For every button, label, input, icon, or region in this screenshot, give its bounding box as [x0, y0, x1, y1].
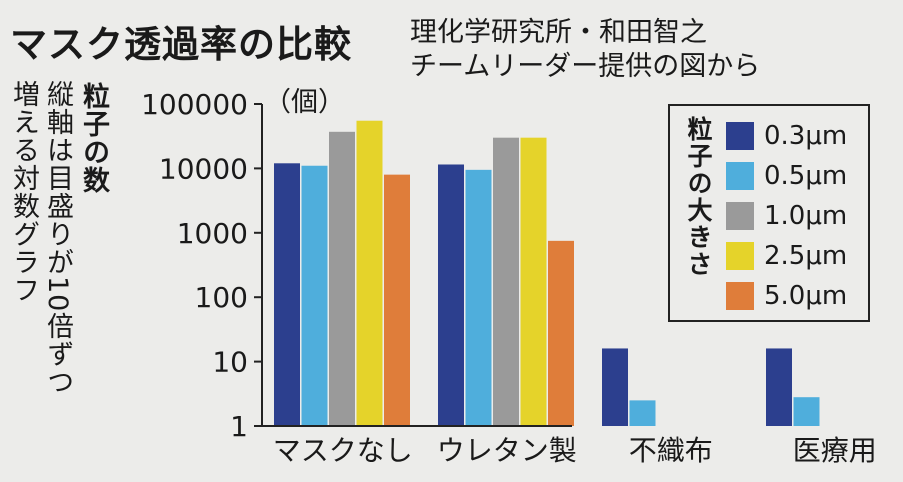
legend-title: 粒子の大きさ	[684, 116, 713, 278]
bar-0.3μm	[766, 348, 792, 426]
bar-0.5μm	[629, 400, 656, 426]
bar-2.5μm	[356, 120, 383, 426]
legend-swatch	[726, 162, 754, 190]
y-tick-label: 10000	[159, 152, 248, 185]
y-tick-label: 1000	[177, 217, 248, 250]
page-title: マスク透過率の比較	[10, 23, 352, 66]
legend-item: 1.0μm	[726, 198, 847, 234]
source-credit: 理化学研究所・和田智之 チームリーダー提供の図から	[410, 16, 760, 84]
bar-0.5μm	[465, 169, 492, 426]
y-axis-label: 粒子の数	[78, 82, 109, 194]
y-tick-label: 10	[212, 346, 248, 379]
source-line-1: 理化学研究所・和田智之	[410, 17, 707, 48]
axis-note-line-2: 増える対数グラフ	[8, 80, 39, 304]
legend-swatch	[726, 242, 754, 270]
x-category-label: 医療用	[793, 434, 877, 467]
legend-label: 1.0μm	[764, 201, 848, 231]
axis-note-line-1: 縦軸は目盛りが10倍ずつ	[42, 80, 73, 397]
legend-swatch	[726, 202, 754, 230]
bar-5.0μm	[384, 174, 410, 426]
bar-0.5μm	[793, 397, 820, 426]
legend: 粒子の大きさ 0.3μm 0.5μm 1.0μm 2.5μm 5.0μm	[668, 104, 870, 322]
source-line-2: チームリーダー提供の図から	[410, 51, 761, 82]
bar-0.3μm	[602, 348, 628, 426]
y-tick-label: 100000	[141, 88, 248, 121]
legend-item: 5.0μm	[726, 278, 847, 314]
bar-0.3μm	[438, 164, 464, 426]
bar-0.3μm	[274, 163, 300, 426]
legend-item: 2.5μm	[726, 238, 847, 274]
legend-label: 5.0μm	[764, 281, 848, 311]
bar-2.5μm	[520, 137, 547, 426]
x-category-label: 不織布	[629, 434, 713, 467]
y-tick-label: 1	[230, 410, 248, 443]
legend-item: 0.5μm	[726, 158, 847, 194]
y-tick-label: 100	[195, 281, 248, 314]
bar-1.0μm	[493, 137, 519, 426]
legend-item: 0.3μm	[726, 118, 847, 154]
x-category-label: ウレタン製	[437, 434, 577, 467]
bar-1.0μm	[329, 131, 355, 427]
x-category-label: マスクなし	[273, 434, 413, 467]
y-axis-unit: （個）	[264, 87, 345, 118]
legend-label: 2.5μm	[764, 241, 848, 271]
legend-label: 0.3μm	[764, 121, 848, 151]
bar-5.0μm	[548, 240, 574, 426]
bar-0.5μm	[301, 165, 328, 426]
legend-swatch	[726, 282, 754, 310]
legend-swatch	[726, 122, 754, 150]
legend-label: 0.5μm	[764, 161, 848, 191]
